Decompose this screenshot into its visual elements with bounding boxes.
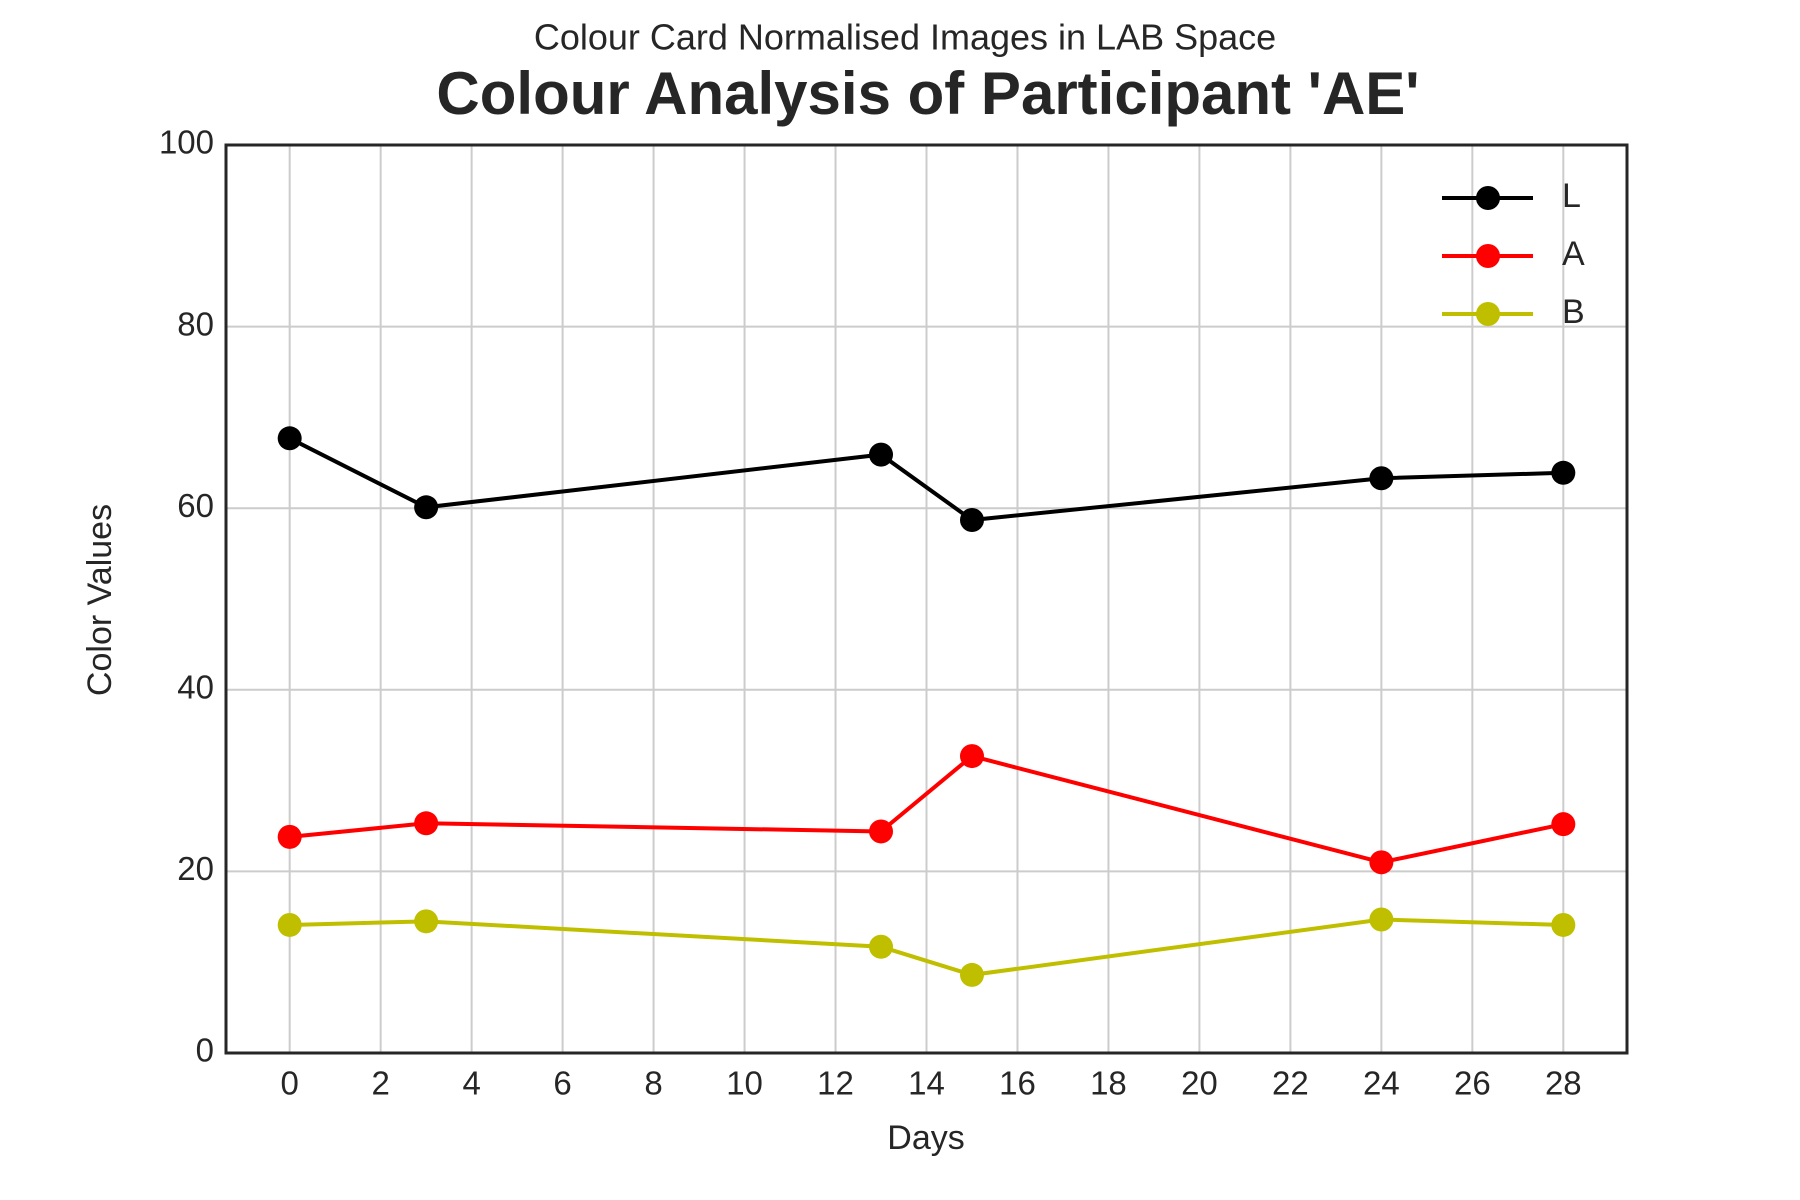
legend-marker xyxy=(1476,244,1500,268)
x-tick-label: 22 xyxy=(1272,1065,1309,1102)
point xyxy=(414,495,439,520)
x-tick-label: 8 xyxy=(644,1065,662,1102)
y-tick-label: 80 xyxy=(177,305,214,342)
y-axis-label: Color Values xyxy=(81,504,119,696)
point xyxy=(959,744,984,769)
point xyxy=(1369,850,1394,875)
point xyxy=(277,824,302,849)
point xyxy=(414,811,439,836)
x-tick-label: 4 xyxy=(462,1065,480,1102)
x-tick-label: 2 xyxy=(371,1065,389,1102)
point xyxy=(1551,912,1576,937)
point xyxy=(277,426,302,451)
x-tick-label: 16 xyxy=(999,1065,1036,1102)
x-tick-label: 14 xyxy=(908,1065,945,1102)
point xyxy=(869,442,894,467)
legend-label: A xyxy=(1562,235,1585,273)
chart-title: Colour Analysis of Participant 'AE' xyxy=(436,60,1419,127)
x-tick-label: 20 xyxy=(1181,1065,1218,1102)
x-tick-label: 18 xyxy=(1090,1065,1127,1102)
series-line xyxy=(289,753,1564,865)
point xyxy=(1551,812,1576,837)
legend-label: B xyxy=(1562,293,1585,331)
y-tick-label: 20 xyxy=(177,850,214,887)
y-tick-label: 60 xyxy=(177,487,214,524)
legend-marker xyxy=(1476,302,1500,326)
plot-frame xyxy=(224,143,1629,1055)
point xyxy=(277,912,302,937)
x-tick-label: 10 xyxy=(726,1065,763,1102)
point xyxy=(1369,907,1394,932)
x-tick-label: 24 xyxy=(1363,1065,1400,1102)
series-line xyxy=(288,436,1564,523)
point xyxy=(1551,460,1576,485)
series-line xyxy=(289,917,1564,977)
point xyxy=(959,962,984,987)
y-tick-label: 100 xyxy=(159,124,214,161)
x-tick-label: 0 xyxy=(281,1065,299,1102)
x-tick-label: 12 xyxy=(817,1065,854,1102)
y-tick-label: 40 xyxy=(177,669,214,706)
y-tick-label: 0 xyxy=(196,1032,214,1069)
legend-marker xyxy=(1476,186,1500,210)
point xyxy=(959,508,984,533)
point xyxy=(869,819,894,844)
chart-subtitle: Colour Card Normalised Images in LAB Spa… xyxy=(534,17,1276,58)
x-axis-label: Days xyxy=(887,1119,964,1157)
legend-label: L xyxy=(1562,177,1581,215)
point xyxy=(414,909,439,934)
x-tick-label: 6 xyxy=(553,1065,571,1102)
x-tick-label: 28 xyxy=(1545,1065,1582,1102)
x-tick-label: 26 xyxy=(1454,1065,1491,1102)
point xyxy=(869,934,894,959)
point xyxy=(1369,466,1394,491)
